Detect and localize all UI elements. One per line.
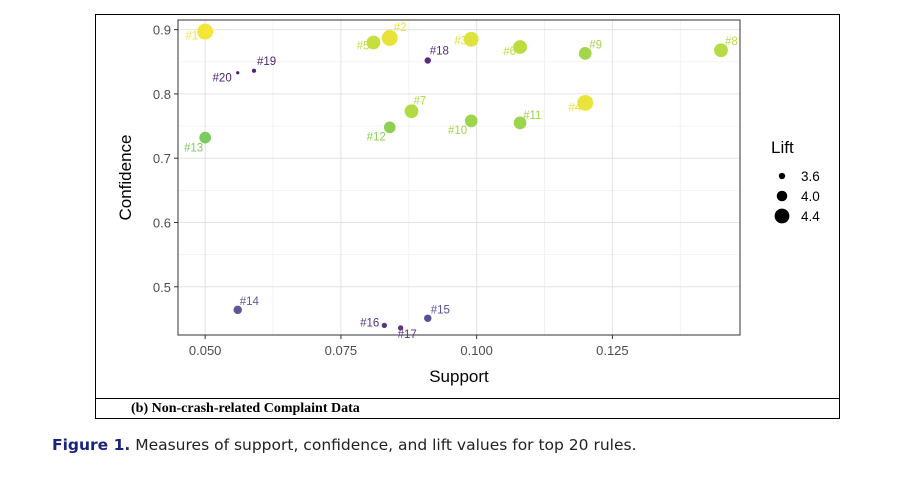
plot-panel <box>178 20 740 335</box>
plot-border <box>177 19 741 336</box>
data-point <box>577 94 594 111</box>
figure-caption-label: Figure 1. <box>52 436 131 454</box>
data-point <box>233 305 242 315</box>
x-tick-label: 0.125 <box>596 343 629 358</box>
point-label: #15 <box>431 304 450 316</box>
data-point <box>513 116 527 130</box>
figure-caption-text: Measures of support, confidence, and lif… <box>135 436 637 454</box>
y-tick-label: 0.9 <box>153 23 171 38</box>
data-point <box>251 68 257 73</box>
point-label: #14 <box>240 296 260 308</box>
data-point <box>197 23 214 40</box>
y-tick-label: 0.8 <box>153 87 171 102</box>
subcaption: (b) Non-crash-related Complaint Data <box>131 401 360 416</box>
y-tick-label: 0.7 <box>153 151 171 166</box>
x-tick-label: 0.100 <box>460 343 493 358</box>
x-tick-label: 0.075 <box>325 343 358 358</box>
figure-frame <box>95 14 840 419</box>
figure-caption: Figure 1. Measures of support, confidenc… <box>52 436 637 454</box>
point-label: #11 <box>523 110 541 122</box>
data-point <box>513 40 527 54</box>
point-label: #10 <box>448 125 467 137</box>
data-point <box>464 114 478 128</box>
data-point <box>199 131 211 144</box>
point-label: #3 <box>454 35 467 47</box>
point-label: #6 <box>503 46 516 58</box>
data-point <box>714 43 728 58</box>
data-point <box>236 71 240 75</box>
data-point <box>424 314 432 323</box>
point-label: #1 <box>185 31 198 43</box>
data-point <box>404 104 419 119</box>
point-label: #9 <box>589 39 602 51</box>
point-label: #5 <box>357 41 370 53</box>
data-point <box>381 322 387 329</box>
legend-title: Lift <box>771 138 794 157</box>
y-axis-title: Confidence <box>116 134 135 220</box>
point-label: #4 <box>568 102 581 114</box>
point-label: #16 <box>360 317 379 329</box>
legend-key <box>778 172 786 180</box>
data-point <box>381 30 398 46</box>
point-label: #2 <box>394 22 407 34</box>
point-label: #17 <box>398 329 417 341</box>
data-point <box>463 31 479 47</box>
legend-key <box>776 190 788 202</box>
data-point <box>578 47 592 60</box>
x-axis-title: Support <box>429 367 489 386</box>
subcaption-row: (b) Non-crash-related Complaint Data <box>95 398 840 419</box>
legend-label: 4.0 <box>801 189 820 204</box>
x-tick-label: 0.050 <box>189 343 222 358</box>
y-tick-label: 0.5 <box>153 280 171 295</box>
point-label: #19 <box>257 56 276 68</box>
data-point <box>366 35 381 50</box>
data-point <box>383 121 396 134</box>
point-label: #20 <box>213 73 232 85</box>
legend-label: 4.4 <box>801 209 820 224</box>
legend-label: 3.6 <box>801 169 820 184</box>
y-tick-label: 0.6 <box>153 216 171 231</box>
legend-key <box>774 208 790 224</box>
data-point <box>397 325 404 331</box>
point-label: #18 <box>430 46 449 58</box>
point-label: #7 <box>413 95 426 107</box>
point-label: #12 <box>367 131 386 143</box>
data-point <box>424 57 431 64</box>
point-label: #8 <box>725 36 738 48</box>
point-label: #13 <box>184 143 203 155</box>
